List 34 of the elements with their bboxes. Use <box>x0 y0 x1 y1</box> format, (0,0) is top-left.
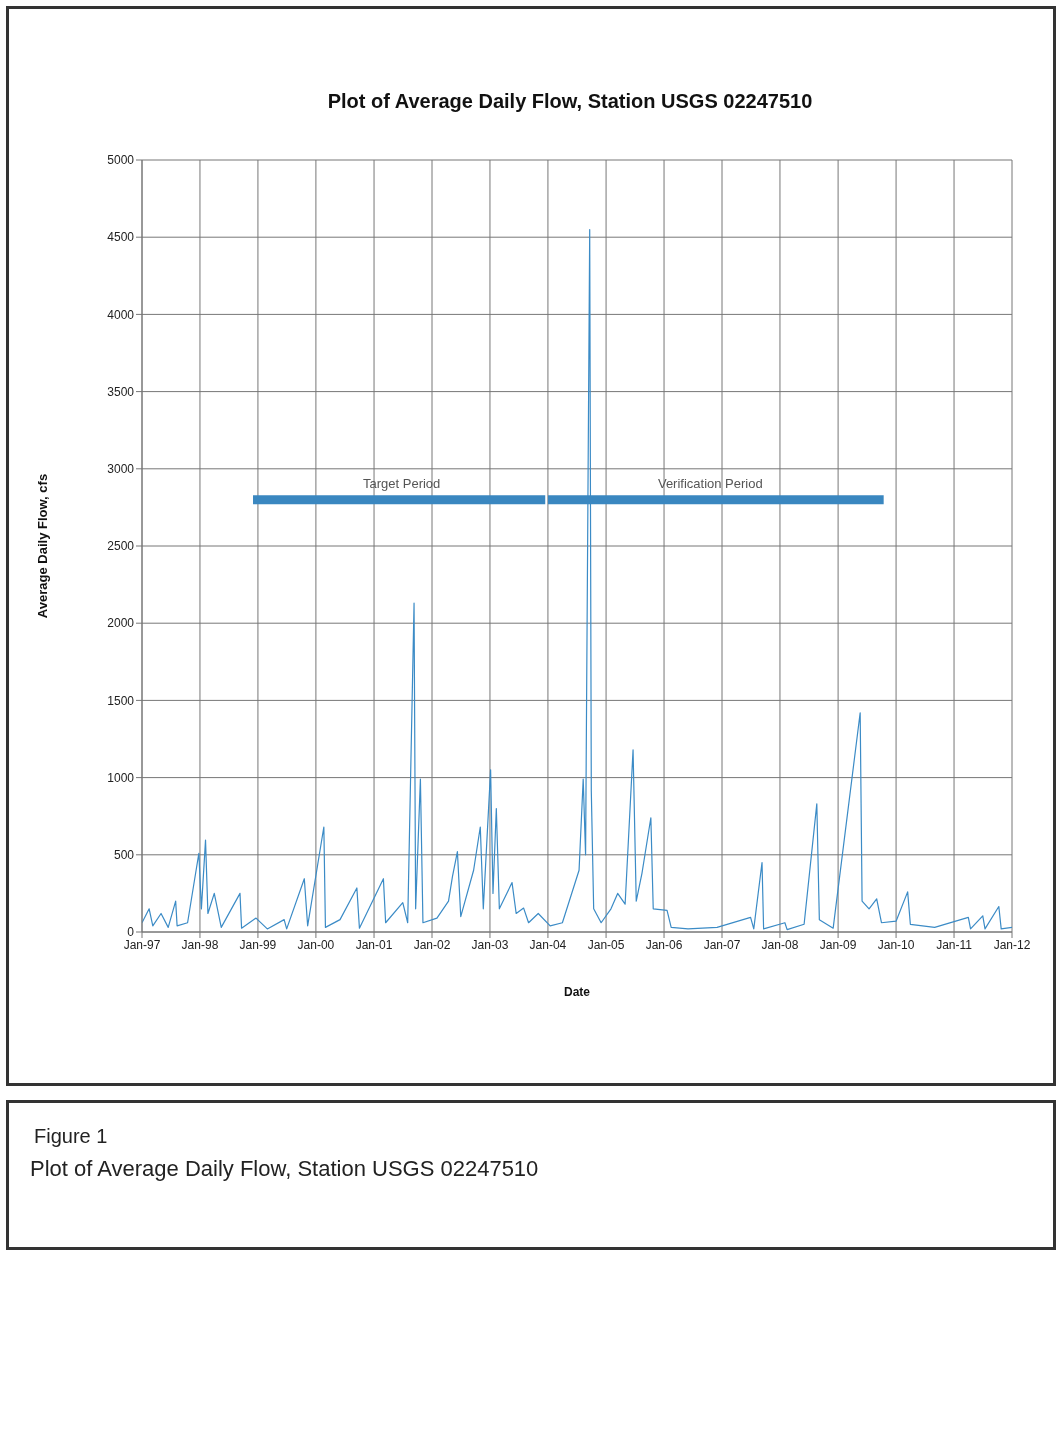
y-tick-label: 2500 <box>107 539 135 554</box>
x-tick-label: Jan-97 <box>123 937 161 952</box>
x-tick-label: Jan-01 <box>355 937 393 952</box>
x-tick-label: Jan-10 <box>877 937 915 952</box>
y-tick-label: 4500 <box>107 230 135 245</box>
x-tick-label: Jan-09 <box>819 937 857 952</box>
text: Plot of Average Daily Flow, Station USGS 02247510 <box>30 1156 539 1182</box>
x-tick-label: Jan-99 <box>239 937 277 952</box>
y-tick-label: 3500 <box>107 384 135 399</box>
y-tick-label: 0 <box>127 925 135 940</box>
y-tick-label: 1500 <box>107 693 135 708</box>
y-tick-label: 5000 <box>107 153 135 168</box>
x-tick-label: Jan-02 <box>413 937 451 952</box>
x-tick-label: Jan-04 <box>529 937 567 952</box>
y-tick-label: 2000 <box>107 616 135 631</box>
series-label: Verification Period <box>657 475 763 491</box>
y-tick-label: 4000 <box>107 307 135 322</box>
y-tick-label: 500 <box>113 848 135 863</box>
chart-title: Plot of Average Daily Flow, Station USGS 02247510 <box>326 90 814 113</box>
x-tick-label: Jan-06 <box>645 937 683 952</box>
y-tick-label: 1000 <box>107 770 135 785</box>
x-tick-label: Jan-11 <box>936 937 973 952</box>
y-tick-label: 3000 <box>107 462 135 477</box>
x-tick-label: Jan-98 <box>181 937 219 952</box>
x-tick-label: Jan-08 <box>761 937 799 952</box>
x-tick-label: Jan-07 <box>703 937 741 952</box>
x-tick-label: Jan-12 <box>993 937 1031 952</box>
x-tick-label: Jan-05 <box>587 937 625 952</box>
y-axis-title: Average Daily Flow, cfs <box>34 473 50 619</box>
series-label: Target Period <box>363 475 441 491</box>
caption: Figure 1 <box>34 1125 109 1148</box>
x-tick-label: Jan-00 <box>297 937 335 952</box>
x-axis-title: Date <box>563 985 591 999</box>
x-tick-label: Jan-03 <box>471 937 509 952</box>
